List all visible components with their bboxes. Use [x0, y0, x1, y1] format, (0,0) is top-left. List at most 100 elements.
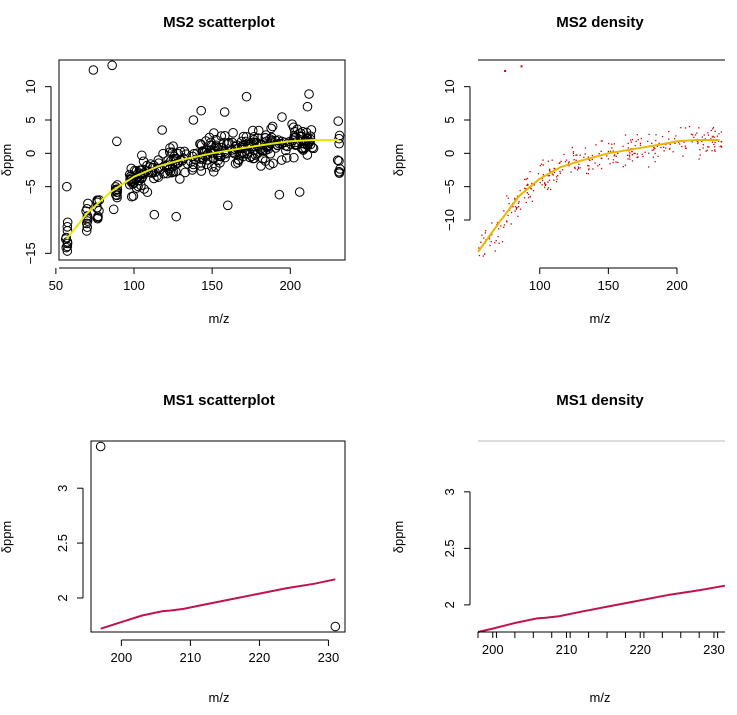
density-point: [718, 140, 720, 142]
density-point: [711, 150, 713, 152]
density-point: [712, 135, 714, 137]
density-point: [510, 211, 513, 214]
data-point: [267, 121, 278, 132]
density-point: [635, 140, 637, 143]
data-point: [142, 187, 153, 198]
density-point: [651, 149, 653, 151]
x-axis: 200 210 220 230: [477, 631, 725, 657]
density-point: [529, 171, 531, 173]
data-point: [243, 139, 254, 150]
density-point: [720, 145, 722, 147]
x-tick-label: 150: [201, 278, 223, 293]
density-point: [559, 172, 561, 174]
y-tick-label: 5: [23, 116, 38, 123]
density-point: [576, 169, 579, 171]
density-point: [525, 178, 527, 180]
data-point: [208, 145, 219, 156]
data-point: [112, 136, 122, 147]
density-point: [526, 192, 528, 194]
density-point: [656, 145, 658, 147]
density-point: [527, 193, 530, 195]
density-point: [504, 70, 507, 72]
density-point: [555, 176, 558, 178]
chart-title: MS2 scatterplot: [163, 14, 275, 31]
density-point: [684, 127, 687, 129]
density-point: [684, 145, 686, 147]
density-point: [549, 168, 551, 170]
density-point: [661, 135, 664, 138]
x-tick-label: 220: [249, 650, 271, 665]
data-point: [180, 167, 190, 178]
density-point: [572, 154, 575, 157]
y-tick-label: 3: [55, 485, 70, 492]
density-point: [662, 146, 665, 148]
density-point: [712, 126, 715, 129]
density-point: [634, 144, 636, 147]
y-tick-label: −5: [23, 179, 38, 194]
density-point: [503, 224, 506, 226]
density-point: [684, 147, 687, 149]
density-point: [478, 247, 480, 249]
density-point: [579, 154, 581, 156]
density-point: [553, 171, 556, 174]
density-point: [523, 178, 526, 181]
density-point: [631, 160, 634, 162]
data-point: [274, 189, 285, 200]
data-point: [290, 126, 300, 137]
data-point: [230, 158, 241, 169]
density-point: [541, 179, 544, 182]
density-point: [558, 162, 560, 164]
data-point: [195, 154, 206, 164]
density-point: [600, 150, 602, 152]
density-point: [634, 152, 636, 155]
panel-ms1-density: MS1 density 200 210 220 230 22.53 m/z δppm: [391, 392, 726, 705]
data-point: [112, 184, 123, 194]
density-point: [678, 143, 681, 145]
density-point: [681, 145, 683, 148]
data-point: [294, 187, 305, 197]
density-point: [674, 138, 676, 140]
density-point: [622, 166, 624, 168]
density-point: [615, 155, 617, 157]
density-point: [508, 202, 510, 205]
data-point: [211, 134, 221, 145]
chart-title: MS1 scatterplot: [163, 392, 275, 409]
density-point: [639, 142, 642, 144]
density-point: [631, 138, 634, 141]
data-point: [247, 125, 258, 136]
density-point: [501, 241, 504, 243]
x-tick-label: 100: [123, 278, 145, 293]
data-point: [158, 148, 168, 159]
density-point: [718, 133, 720, 135]
density-point: [539, 165, 541, 167]
data-point: [62, 246, 73, 256]
density-point: [542, 159, 544, 161]
data-point: [171, 153, 182, 164]
density-point: [547, 175, 549, 177]
data-point: [62, 222, 73, 232]
density-point: [630, 141, 632, 143]
density-point: [611, 143, 613, 145]
density-point: [497, 236, 499, 238]
density-point: [598, 153, 600, 155]
data-point: [221, 139, 232, 149]
density-point: [668, 130, 670, 133]
density-point: [575, 154, 577, 156]
data-point: [125, 174, 135, 185]
density-point: [688, 125, 691, 128]
data-point: [82, 211, 93, 221]
trend-line: [66, 139, 339, 240]
density-point: [680, 127, 682, 129]
density-point: [537, 173, 540, 175]
data-point: [302, 101, 313, 112]
x-tick-label: 210: [556, 642, 578, 657]
density-point: [541, 177, 543, 180]
density-point: [539, 182, 541, 184]
density-point: [654, 147, 656, 150]
y-tick-label: 2: [442, 601, 457, 608]
density-point: [613, 155, 615, 157]
density-point: [615, 161, 617, 163]
density-point: [515, 208, 517, 210]
density-point: [653, 149, 655, 151]
density-point: [612, 159, 615, 161]
